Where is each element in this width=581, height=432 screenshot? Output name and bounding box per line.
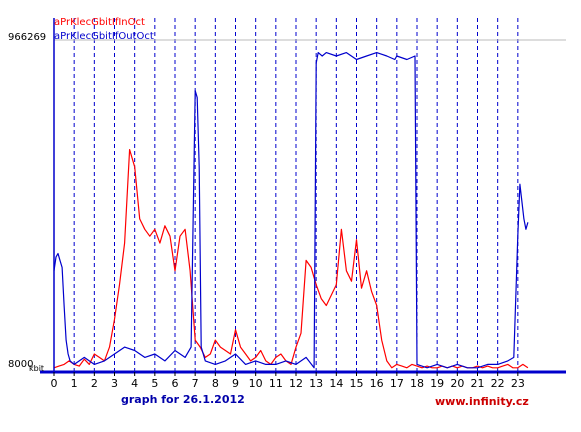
- grid-lines: [54, 18, 566, 372]
- brand-label: www.infinity.cz: [435, 395, 529, 408]
- y-tick-bottom-label: 8000: [8, 359, 33, 370]
- x-tick-label-10: 10: [249, 377, 263, 390]
- x-tick-label-17: 17: [390, 377, 404, 390]
- x-tick-label-21: 21: [471, 377, 485, 390]
- y-tick-top-label: 966269: [8, 32, 46, 43]
- x-tick-label-23: 23: [511, 377, 525, 390]
- series-lines: [53, 51, 529, 369]
- x-tick-label-9: 9: [232, 377, 239, 390]
- x-tick-label-3: 3: [111, 377, 118, 390]
- x-tick-label-12: 12: [289, 377, 303, 390]
- y-unit-label: kbit: [29, 364, 44, 373]
- x-tick-label-2: 2: [91, 377, 98, 390]
- x-tick-label-6: 6: [172, 377, 179, 390]
- x-tick-label-13: 13: [309, 377, 323, 390]
- x-tick-label-22: 22: [491, 377, 505, 390]
- x-tick-label-8: 8: [212, 377, 219, 390]
- x-tick-label-15: 15: [350, 377, 364, 390]
- labels: aPrKlecGbitIfInOct aPrKlecGbitIfOutOct 9…: [8, 17, 529, 408]
- x-tick-label-19: 19: [430, 377, 444, 390]
- x-tick-label-1: 1: [71, 377, 78, 390]
- x-tick-label-11: 11: [269, 377, 283, 390]
- x-tick-label-16: 16: [370, 377, 384, 390]
- legend-out-label: aPrKlecGbitIfOutOct: [54, 31, 154, 42]
- x-tick-label-0: 0: [51, 377, 58, 390]
- x-tick-label-18: 18: [410, 377, 424, 390]
- x-tick-label-5: 5: [151, 377, 158, 390]
- x-tick-label-4: 4: [131, 377, 138, 390]
- axes: 0 1 2 3 4 5 6 7 8 9 10 11 12 13 14 15 16 17 18 19 20 21 22 23: [40, 18, 566, 390]
- x-tick-label-20: 20: [450, 377, 464, 390]
- legend-in-label: aPrKlecGbitIfInOct: [54, 17, 145, 28]
- series-out-line: [53, 51, 529, 369]
- x-tick-label-14: 14: [329, 377, 343, 390]
- series-in-line: [53, 149, 529, 369]
- graph-caption: graph for 26.1.2012: [121, 393, 245, 406]
- x-tick-label-7: 7: [192, 377, 199, 390]
